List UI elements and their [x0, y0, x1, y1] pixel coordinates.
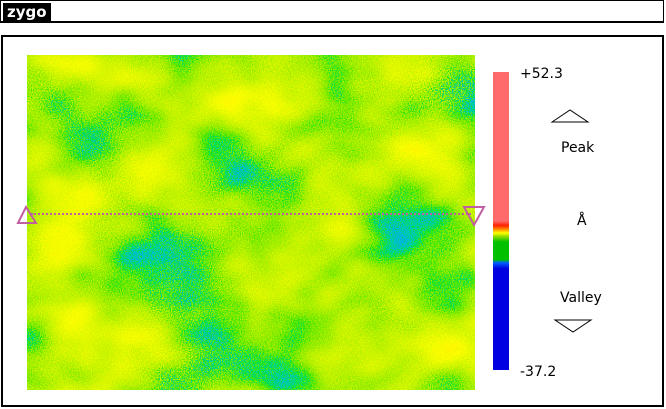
peak-label: Peak: [561, 140, 595, 156]
peak-up-arrow-icon[interactable]: [550, 108, 590, 124]
scale-max-value: +52.3: [520, 66, 563, 82]
color-scale-bar: [493, 72, 509, 370]
profile-start-marker-icon[interactable]: [16, 205, 38, 225]
profile-end-marker-icon[interactable]: [462, 205, 486, 227]
profile-line[interactable]: [31, 213, 471, 215]
title-bar: zygo: [0, 0, 664, 23]
unit-label: Å: [577, 213, 587, 229]
zygo-logo: zygo: [3, 3, 51, 21]
surface-height-map[interactable]: [27, 55, 475, 390]
valley-down-arrow-icon[interactable]: [553, 318, 593, 334]
valley-label: Valley: [560, 290, 602, 306]
scale-min-value: -37.2: [520, 364, 557, 380]
